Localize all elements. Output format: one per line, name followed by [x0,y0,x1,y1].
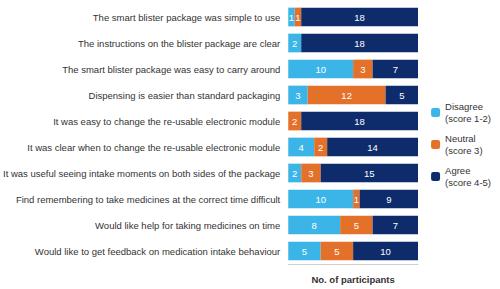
svg-text:10: 10 [380,246,391,257]
svg-text:7: 7 [393,220,398,231]
svg-text:(score 1-2): (score 1-2) [445,113,491,124]
svg-text:Disagree: Disagree [445,101,483,112]
svg-text:3: 3 [295,90,300,101]
svg-text:2: 2 [318,142,323,153]
svg-text:12: 12 [341,90,352,101]
svg-text:5: 5 [302,246,307,257]
svg-text:The smart blister package was: The smart blister package was simple to … [93,12,280,23]
svg-text:(score 4-5): (score 4-5) [445,177,491,188]
svg-text:(score 3): (score 3) [445,145,482,156]
svg-text:It was useful seeing intake mo: It was useful seeing intake moments on b… [3,168,280,179]
svg-text:8: 8 [312,220,317,231]
svg-text:10: 10 [315,64,326,75]
svg-text:1: 1 [295,12,300,23]
svg-text:18: 18 [354,12,365,23]
svg-text:5: 5 [334,246,339,257]
svg-text:18: 18 [354,116,365,127]
svg-text:15: 15 [364,168,375,179]
svg-text:Would like help for taking med: Would like help for taking medicines on … [95,220,280,231]
svg-text:1: 1 [354,194,359,205]
svg-text:5: 5 [354,220,359,231]
svg-text:7: 7 [393,64,398,75]
svg-text:5: 5 [399,90,404,101]
svg-text:Neutral: Neutral [445,133,476,144]
svg-text:9: 9 [386,194,391,205]
svg-text:Agree: Agree [445,165,470,176]
svg-text:It was clear when to change th: It was clear when to change the re-usabl… [27,142,280,153]
svg-text:The instructions on the bliste: The instructions on the blister package … [78,38,280,49]
svg-text:No. of participants: No. of participants [311,274,394,285]
svg-text:Would like to get feedback on: Would like to get feedback on medication… [35,246,280,257]
svg-text:3: 3 [360,64,365,75]
svg-text:14: 14 [367,142,378,153]
svg-text:1: 1 [289,12,294,23]
svg-text:The smart blister package was: The smart blister package was easy to ca… [62,64,280,75]
svg-text:Dispensing is easier than stan: Dispensing is easier than standard packa… [89,90,281,101]
svg-text:It was easy to change the re-u: It was easy to change the re-usable elec… [53,116,280,127]
svg-text:2: 2 [292,38,297,49]
svg-text:2: 2 [292,168,297,179]
svg-text:Find remembering to take medic: Find remembering to take medicines at th… [16,194,281,205]
svg-text:18: 18 [354,38,365,49]
svg-text:4: 4 [299,142,304,153]
svg-text:3: 3 [308,168,313,179]
svg-text:2: 2 [292,116,297,127]
svg-text:10: 10 [315,194,326,205]
